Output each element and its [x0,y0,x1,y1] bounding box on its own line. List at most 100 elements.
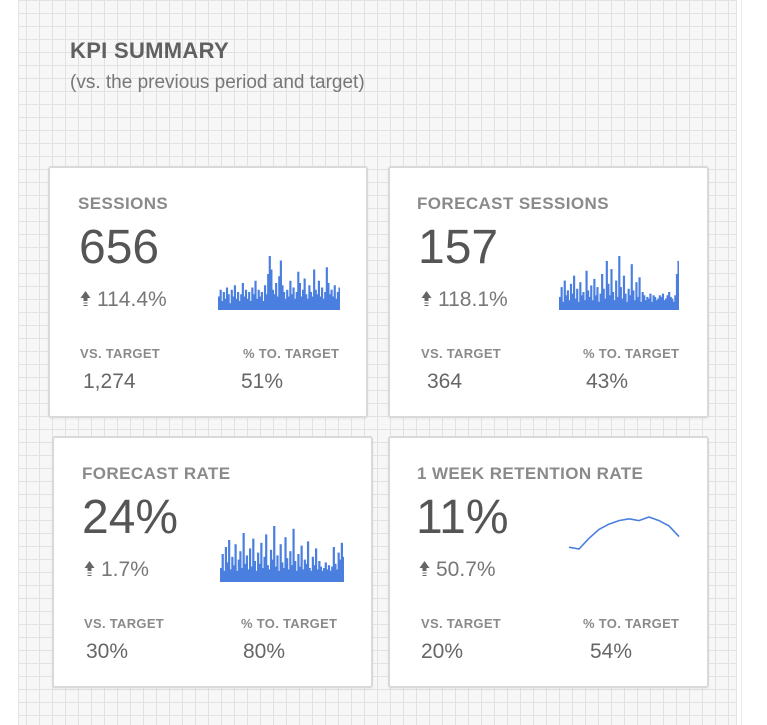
sparkline-bar [332,547,335,582]
kpi-card-sessions: SESSIONS 656 114.4% VS. TARGET 1,274 % T… [48,166,368,418]
sparkline-bar [259,296,262,310]
sparkline-bar [279,544,282,582]
sparkline-bar [657,298,660,310]
sparkline-bar [569,283,573,310]
sparkline-bar [618,256,621,310]
sparkline-bar [233,285,237,310]
sparkline-bar [669,296,672,310]
sparkline-bar [308,285,311,310]
sparkline-bar [579,282,582,310]
sparkline-bar [225,287,229,310]
sparkline-bar [237,292,240,310]
sparkline-bar [271,289,275,310]
right-scrollbar-track[interactable] [736,0,767,725]
sparkline-bar [630,264,633,310]
sparkline-bar [317,280,320,310]
sparkline-bar [265,534,268,582]
up-arrow-icon [419,561,430,576]
sparkline-bar [655,300,658,310]
retention-rate-sparkline [568,516,680,550]
sparkline-bar [616,296,619,310]
sparkline-bar [218,296,221,310]
sparkline-bar [302,569,305,582]
sparkline-bar [281,562,284,582]
sparkline-bar [594,295,597,310]
sparkline-bar [252,294,256,310]
sparkline-bar [286,289,289,310]
sparkline-bar [220,568,223,582]
card-change: 118.1% [421,286,508,314]
sparkline-bar [315,548,318,582]
sparkline-bar [224,298,227,310]
sparkline-bar [281,285,284,310]
sparkline-bar [262,301,265,310]
sparkline-bar [265,294,268,310]
sparkline-bar [334,563,337,582]
card-change-value: 118.1% [438,288,508,311]
sparkline-bar [271,559,274,582]
vs-target-label: VS. TARGET [421,616,502,631]
pct-target-label: % TO. TARGET [583,616,680,631]
sparkline-bar [622,275,626,310]
sparkline-bar [255,570,258,582]
sparkline-bar [243,296,246,310]
vs-target-value: 364 [427,370,463,393]
sparkline-bar [329,570,332,582]
sparkline-bar [613,300,616,310]
sparkline-bar [668,292,671,310]
kpi-header: KPI SUMMARY (vs. the previous period and… [70,38,365,94]
pct-target-value: 51% [241,370,284,393]
sparkline-bar [638,277,641,310]
sparkline-bar [633,300,636,310]
sparkline-bar [228,540,231,582]
pct-target-label: % TO. TARGET [241,616,338,631]
pct-target-value: 43% [586,370,629,393]
left-margin [0,0,19,725]
kpi-card-retention-rate: 1 WEEK RETENTION RATE 11% 50.7% VS. TARG… [388,436,709,688]
vs-target-label: VS. TARGET [80,346,161,361]
sparkline-bar [337,552,340,582]
sparkline-bar [318,561,321,582]
sparkline-bar [260,542,263,582]
sparkline-bar [590,285,593,310]
sparkline-bar [248,548,252,582]
pct-target-value: 54% [590,640,633,663]
sparkline-bar [305,563,308,582]
sparkline-bar [675,274,679,310]
page-title: KPI SUMMARY [70,38,229,63]
card-label: SESSIONS [78,194,169,213]
card-value: 11% [416,491,509,544]
sparkline-bar [643,295,646,310]
sparkline-bar [292,287,295,310]
card-change: 1.7% [84,556,149,584]
sparkline-bar [230,289,233,310]
sparkline-bar [240,568,244,582]
sparkline-bar [599,293,602,310]
vs-target-value: 1,274 [83,370,136,393]
sparkline-bar [608,295,612,310]
sparkline-bar [326,569,329,582]
sparkline-bar [269,549,273,582]
kpi-card-forecast-sessions: FORECAST SESSIONS 157 118.1% VS. TARGET … [388,166,709,418]
sparkline-bar [591,300,594,310]
sparkline-bar [323,568,326,582]
sparkline-bar [324,562,327,582]
sparkline-bar [286,558,289,582]
sparkline-bar [290,294,294,310]
sparkline-bar [282,292,286,310]
sparkline-bar [641,292,644,310]
card-label: FORECAST SESSIONS [417,194,609,213]
sparkline-bar [607,283,610,310]
sparkline-bar [223,570,226,582]
pct-target-value: 80% [243,640,286,663]
sparkline-bar [335,298,338,310]
sparkline-bar [295,292,298,310]
forecast-sessions-sparkline [559,256,679,310]
sparkline-bar [566,290,569,310]
card-change: 114.4% [80,286,167,314]
sparkline-bar [308,568,311,582]
sparkline-bar [276,555,279,582]
sparkline-bar [278,276,281,310]
pct-target-label: % TO. TARGET [243,346,340,361]
sparkline-bar [677,260,679,310]
